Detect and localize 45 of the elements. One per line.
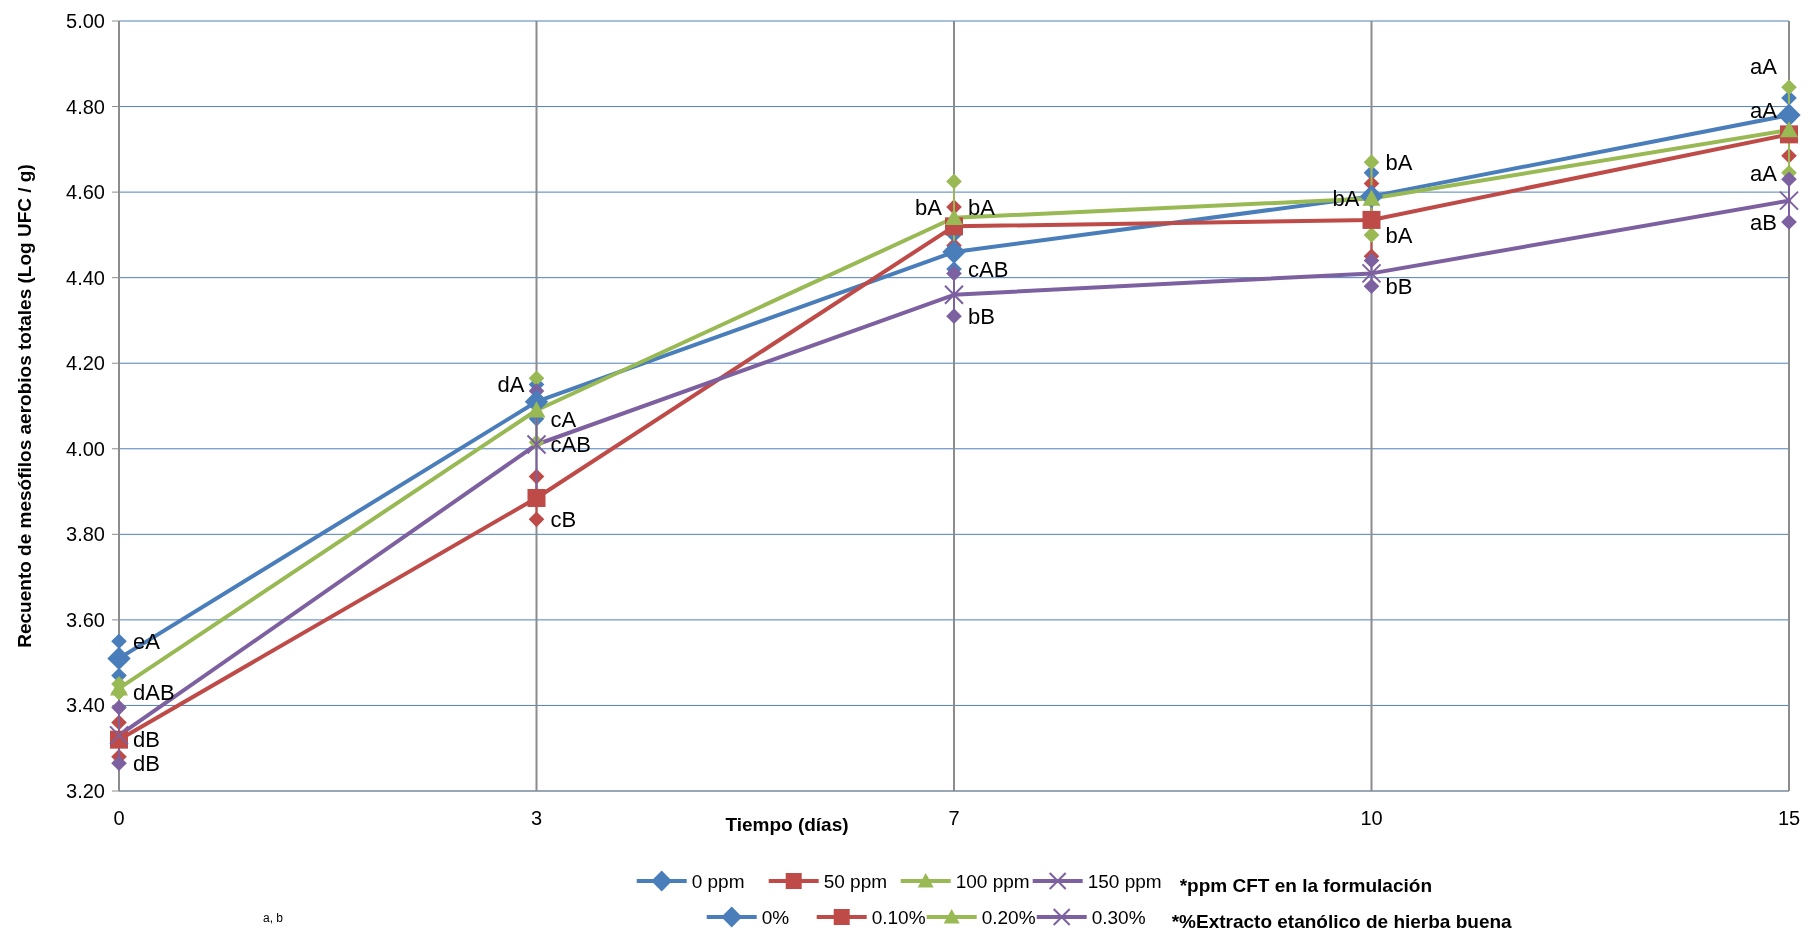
- text: 0.30%: [1091, 906, 1146, 928]
- text: 0.10%: [871, 906, 926, 928]
- annotation: bB: [968, 303, 995, 329]
- annotation: aA: [1750, 160, 1778, 186]
- y-tick-label: 4.80: [66, 95, 105, 118]
- x-tick-label: 10: [1360, 807, 1383, 829]
- text: a, b: [263, 911, 284, 925]
- text: 0%: [761, 906, 790, 928]
- legend-label: 0 ppm: [691, 870, 745, 892]
- x-tick-label: 15: [1777, 807, 1801, 829]
- text: 0.20%: [981, 906, 1036, 928]
- y-tick-label: 4.20: [66, 352, 105, 375]
- x-tick-label: 3: [530, 807, 543, 829]
- y-tick-label: 4.00: [66, 437, 105, 460]
- y-tick-label: 3.60: [66, 608, 105, 631]
- annotation: dA: [497, 372, 525, 398]
- y-tick-label: 4.40: [66, 266, 105, 289]
- y-axis-title: Recuento de mesófilos aerobios totales (Log UFC / g): [14, 164, 35, 648]
- y-tick-label: 3.20: [66, 780, 105, 802]
- x-tick-label: 7: [948, 807, 960, 829]
- annotation: bA: [915, 194, 943, 220]
- annotation: aA: [1750, 54, 1778, 80]
- x-axis-title: Tiempo (días): [725, 814, 849, 835]
- annotation: bA: [1385, 149, 1413, 175]
- annotation: bA: [1385, 222, 1413, 248]
- y-tick-label: 5.00: [66, 10, 105, 32]
- annotation: cB: [550, 507, 577, 533]
- legend-label: 50 ppm: [823, 870, 888, 892]
- annotation: cAB: [550, 432, 591, 458]
- y-tick-label: 3.80: [66, 523, 105, 546]
- annotation: aB: [1750, 209, 1777, 235]
- x-tick-label: 0: [113, 807, 125, 829]
- annotation: bA: [968, 194, 996, 220]
- annotation: cAB: [968, 256, 1009, 282]
- text: *%Extracto etanólico de hierba buena: [1171, 910, 1513, 932]
- annotation: bB: [1385, 273, 1413, 299]
- annotation: dB: [133, 727, 160, 753]
- annotation: cA: [550, 406, 577, 432]
- annotation: dAB: [133, 680, 175, 706]
- annotation: dB: [133, 750, 160, 776]
- y-tick-label: 4.60: [66, 181, 105, 204]
- y-tick-label: 3.40: [66, 694, 105, 717]
- text: *ppm CFT en la formulación: [1179, 874, 1433, 896]
- legend-label: 150 ppm: [1087, 870, 1162, 892]
- legend-label: 100 ppm: [955, 870, 1030, 892]
